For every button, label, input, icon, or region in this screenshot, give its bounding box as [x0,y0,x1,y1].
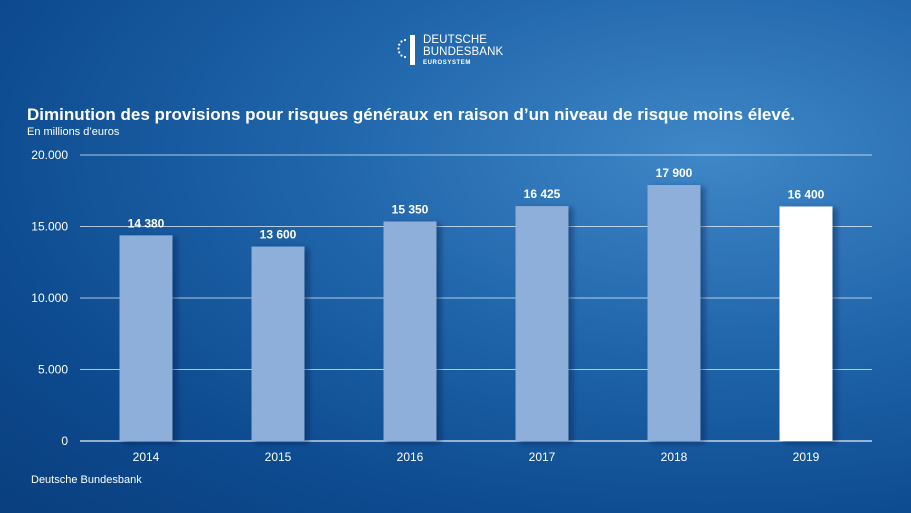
bundesbank-logo: DEUTSCHE BUNDESBANK EUROSYSTEM [396,32,516,72]
data-label-2016: 15 350 [392,202,429,216]
data-label-2014: 14 380 [128,216,165,230]
logo-wordmark: DEUTSCHE BUNDESBANK EUROSYSTEM [423,34,503,67]
data-label-2015: 13 600 [260,228,297,242]
data-label-2017: 16 425 [524,187,561,201]
bar-2019 [779,206,833,441]
x-tick-label: 2018 [661,450,688,464]
bars [119,185,833,441]
x-tick-label: 2014 [133,450,160,464]
x-tick-label: 2017 [529,450,556,464]
x-tick-label: 2016 [397,450,424,464]
chart-subtitle: En millions d’euros [27,126,120,138]
chart-title: Diminution des provisions pour risques g… [27,105,796,124]
bar-2016 [383,221,437,441]
logo-line-3: EUROSYSTEM [423,60,472,66]
y-tick-label: 20.000 [31,148,68,162]
x-tick-label: 2015 [265,450,292,464]
y-tick-label: 0 [61,434,68,448]
data-label-2018: 17 900 [656,166,693,180]
eurosystem-stars-icon [397,35,415,65]
bar-2014 [119,235,173,441]
source-note: Deutsche Bundesbank [31,474,142,486]
bar-2015 [251,246,305,441]
y-tick-label: 15.000 [31,220,68,234]
labels: 0 5.000 10.000 15.000 20.000 14 380 2014 13 600… [31,148,824,464]
data-label-2019: 16 400 [788,187,825,201]
y-tick-label: 5.000 [38,363,68,377]
logo-line-1: DEUTSCHE [423,34,488,46]
y-tick-label: 10.000 [31,291,68,305]
x-tick-label: 2019 [793,450,820,464]
bar-2017 [515,206,569,441]
bar-2018 [647,185,701,441]
logo-line-2: BUNDESBANK [423,46,504,58]
gridlines [80,154,872,442]
